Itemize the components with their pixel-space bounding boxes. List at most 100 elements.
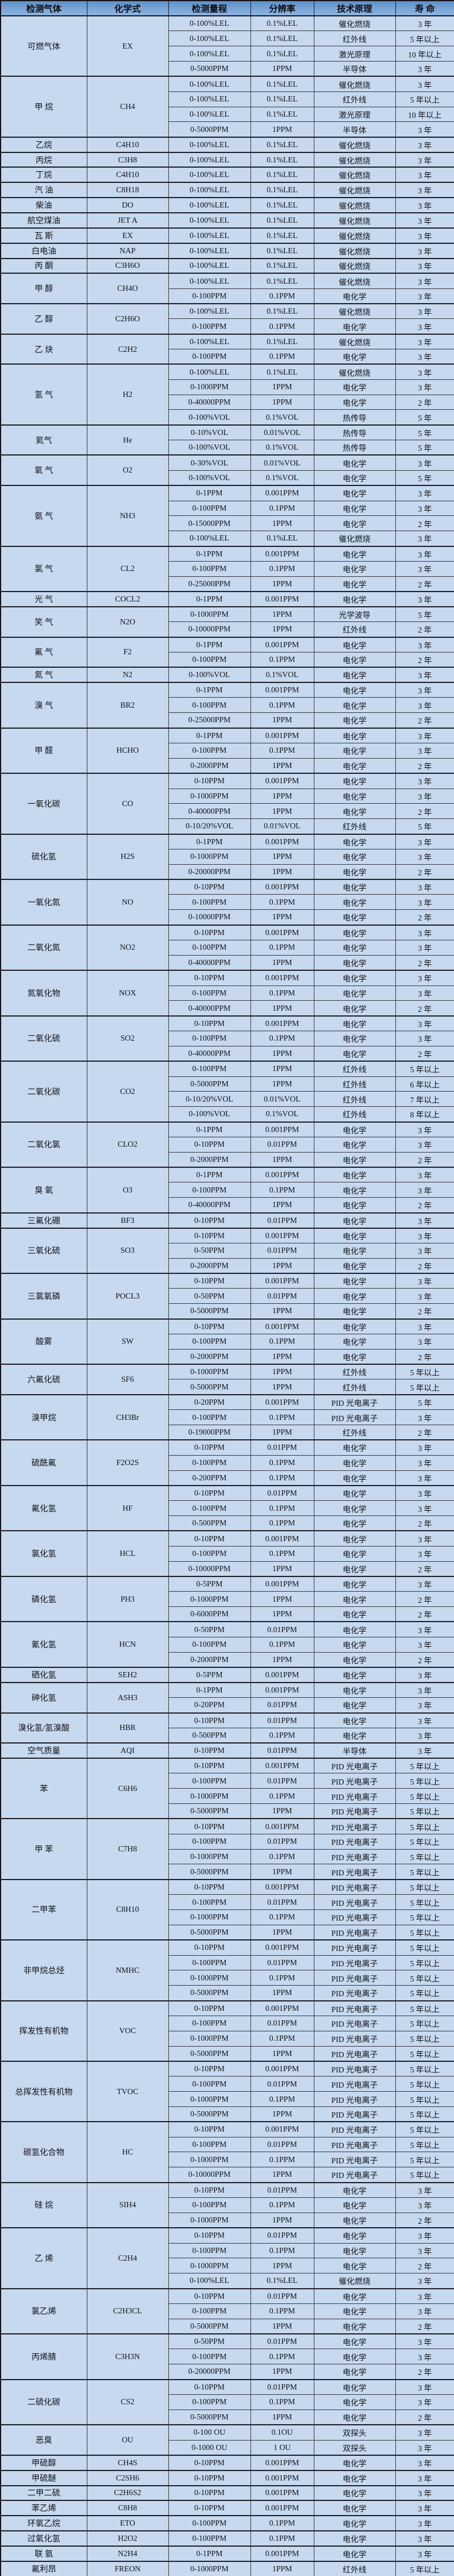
principle-cell: 电化学 xyxy=(313,727,396,743)
table-row: 总挥发性有机物 TVOC 0-10PPM 0.001PPM PID 光电离子 5 年以上 xyxy=(0,2060,454,2122)
range-cell: 0-100PPM xyxy=(168,1955,251,1971)
chemical-formula-cell: SW xyxy=(86,1318,169,1365)
chemical-formula-cell: TVOC xyxy=(86,2060,169,2122)
range-cell: 0-15000PPM xyxy=(168,515,251,532)
lifespan-cell: 3 年 xyxy=(395,1015,454,1032)
table-row: 0-5000PPM 1PPM 半导体 3 年 xyxy=(1,61,454,77)
principle-cell: 红外线 xyxy=(313,1106,396,1123)
range-cell: 0-1000 OU xyxy=(168,2439,251,2456)
table-row: 0-1000PPM 1PPM 电化学 2 年 xyxy=(1,2212,454,2228)
resolution-cell: 1PPM xyxy=(250,2212,314,2228)
principle-cell: 电化学 xyxy=(313,985,396,1001)
lifespan-cell: 5 年以上 xyxy=(395,1894,454,1910)
range-cell: 0-5000PPM xyxy=(168,2106,251,2122)
principle-cell: PID 光电离子 xyxy=(313,2030,396,2047)
table-row: 0-5000PPM 1PPM PID 光电离子 5 年以上 xyxy=(1,2045,454,2062)
range-cell: 0-100PPM xyxy=(168,651,251,668)
principle-cell: PID 光电离子 xyxy=(313,1409,396,1425)
chemical-formula-cell: SO3 xyxy=(86,1227,169,1274)
resolution-cell: 0.001PPM xyxy=(250,1878,314,1895)
principle-cell: 电化学 xyxy=(313,1136,396,1153)
range-cell: 0-10PPM xyxy=(168,2378,251,2395)
gas-name-cell: 氯 气 xyxy=(0,545,87,592)
resolution-cell: 0.01PPM xyxy=(250,1833,314,1850)
principle-cell: PID 光电离子 xyxy=(313,2167,396,2183)
lifespan-cell: 5 年以上 xyxy=(395,2106,454,2122)
range-cell: 0-100%LEL xyxy=(168,257,251,274)
range-cell: 0-100PPM xyxy=(168,1894,251,1910)
principle-cell: 红外线 xyxy=(313,91,396,107)
principle-cell: 催化燃烧 xyxy=(313,2273,396,2289)
table-row: 白电油 NAP 0-100%LEL 0.1%LEL 催化燃烧 3 年 xyxy=(0,242,454,259)
chemical-formula-cell: C7H8 xyxy=(86,1818,169,1880)
table-row: 0-5000PPM 1PPM PID 光电离子 5 年以上 xyxy=(1,1985,454,2001)
principle-cell: PID 光电离子 xyxy=(313,1894,396,1910)
resolution-cell: 1PPM xyxy=(250,803,314,820)
range-cell: 0-2000PPM xyxy=(168,757,251,774)
table-row: 0-5000PPM 1PPM 电化学 2 年 xyxy=(1,1303,454,1320)
resolution-cell: 0.001PPM xyxy=(250,727,314,743)
chemical-formula-cell: FREON xyxy=(86,2560,169,2576)
lifespan-cell: 3 年 xyxy=(395,76,454,92)
gas-name-cell: 乙 醇 xyxy=(0,303,87,335)
resolution-cell: 0.1%VOL xyxy=(250,440,314,456)
range-cell: 0-5000PPM xyxy=(168,2409,251,2425)
principle-cell: 半导体 xyxy=(313,61,396,77)
range-cell: 0-50PPM xyxy=(168,1288,251,1304)
gas-name-cell: 一氧化碳 xyxy=(0,773,87,835)
principle-cell: 电化学 xyxy=(313,1000,396,1017)
chemical-formula-cell: C3H6O xyxy=(86,257,169,274)
principle-cell: 电化学 xyxy=(313,1015,396,1032)
range-cell: 0-1000PPM xyxy=(168,379,251,395)
range-cell: 0-10PPM xyxy=(168,1758,251,1774)
principle-cell: 催化燃烧 xyxy=(313,151,396,168)
range-cell: 0-100PPM xyxy=(168,2515,251,2531)
range-cell: 0-1000PPM xyxy=(168,2258,251,2274)
lifespan-cell: 3 年 xyxy=(395,531,454,547)
range-cell: 0-100%LEL xyxy=(168,531,251,547)
resolution-cell: 1PPM xyxy=(250,1561,314,1577)
lifespan-cell: 5 年以上 xyxy=(395,1788,454,1804)
resolution-cell: 0.001PPM xyxy=(250,2060,314,2077)
table-row: 二氧化碳 CO2 0-100PPM 1PPM 红外线 5 年以上 xyxy=(0,1061,454,1123)
principle-cell: 电化学 xyxy=(313,1045,396,1062)
resolution-cell: 1PPM xyxy=(250,788,314,804)
lifespan-cell: 3 年 xyxy=(395,743,454,759)
resolution-cell: 1PPM xyxy=(250,1076,314,1092)
chemical-formula-cell: CO xyxy=(86,773,169,835)
range-cell: 0-1PPM xyxy=(168,1121,251,1137)
gas-name-cell: 氟化氢 xyxy=(0,1484,87,1531)
principle-cell: 电化学 xyxy=(313,1500,396,1517)
table-row: 硫酰氟 F2O2S 0-10PPM 0.01PPM 电化学 3 年 xyxy=(0,1439,454,1486)
table-row: 0-15000PPM 1PPM 电化学 2 年 xyxy=(1,515,454,532)
table-row: 0-100%LEL 0.1%LEL 激光原理 10 年以上 xyxy=(1,46,454,62)
table-row: 氨 气 NH3 0-1PPM 0.001PPM 电化学 3 年 xyxy=(0,485,454,547)
chemical-formula-cell: SO2 xyxy=(86,1015,169,1062)
table-row: 0-100PPM 0.01PPM PID 光电离子 5 年以上 xyxy=(1,1833,454,1850)
table-row: 臭 氧 O3 0-1PPM 0.001PPM 电化学 3 年 xyxy=(0,1167,454,1214)
range-cell: 0-40000PPM xyxy=(168,1045,251,1062)
table-row: 0-100PPM 0.1PPM 电化学 3 年 xyxy=(1,1333,454,1350)
principle-cell: 激光原理 xyxy=(313,106,396,123)
lifespan-cell: 3 年 xyxy=(395,697,454,713)
range-cell: 0-50PPM xyxy=(168,1621,251,1637)
principle-cell: 催化燃烧 xyxy=(313,76,396,92)
principle-cell: 电化学 xyxy=(313,2212,396,2228)
principle-cell: PID 光电离子 xyxy=(313,1758,396,1774)
range-cell: 0-1PPM xyxy=(168,545,251,562)
range-cell: 0-40000PPM xyxy=(168,1197,251,1214)
table-row: 0-100PPM 0.1PPM 电化学 3 年 xyxy=(1,1454,454,1471)
header-resolution: 分辨率 xyxy=(250,0,314,16)
table-row: 丁烷 C4H10 0-100%LEL 0.1%LEL 催化燃烧 3 年 xyxy=(0,166,454,183)
resolution-cell: 0.1%LEL xyxy=(250,242,314,259)
range-cell: 0-5000PPM xyxy=(168,1864,251,1880)
resolution-cell: 0.001PPM xyxy=(250,682,314,698)
lifespan-cell: 3 年 xyxy=(395,349,454,365)
resolution-cell: 0.01PPM xyxy=(250,2015,314,2031)
table-row: 恶臭 OU 0-100 OU 0.1OU 双探头 3 年 xyxy=(0,2424,454,2456)
lifespan-cell: 3 年 xyxy=(395,1227,454,1243)
range-cell: 0-100%LEL xyxy=(168,91,251,107)
resolution-cell: 0.1PPM xyxy=(250,1031,314,1046)
range-cell: 0-1000PPM xyxy=(168,1970,251,1986)
principle-cell: 热传导 xyxy=(313,424,396,441)
